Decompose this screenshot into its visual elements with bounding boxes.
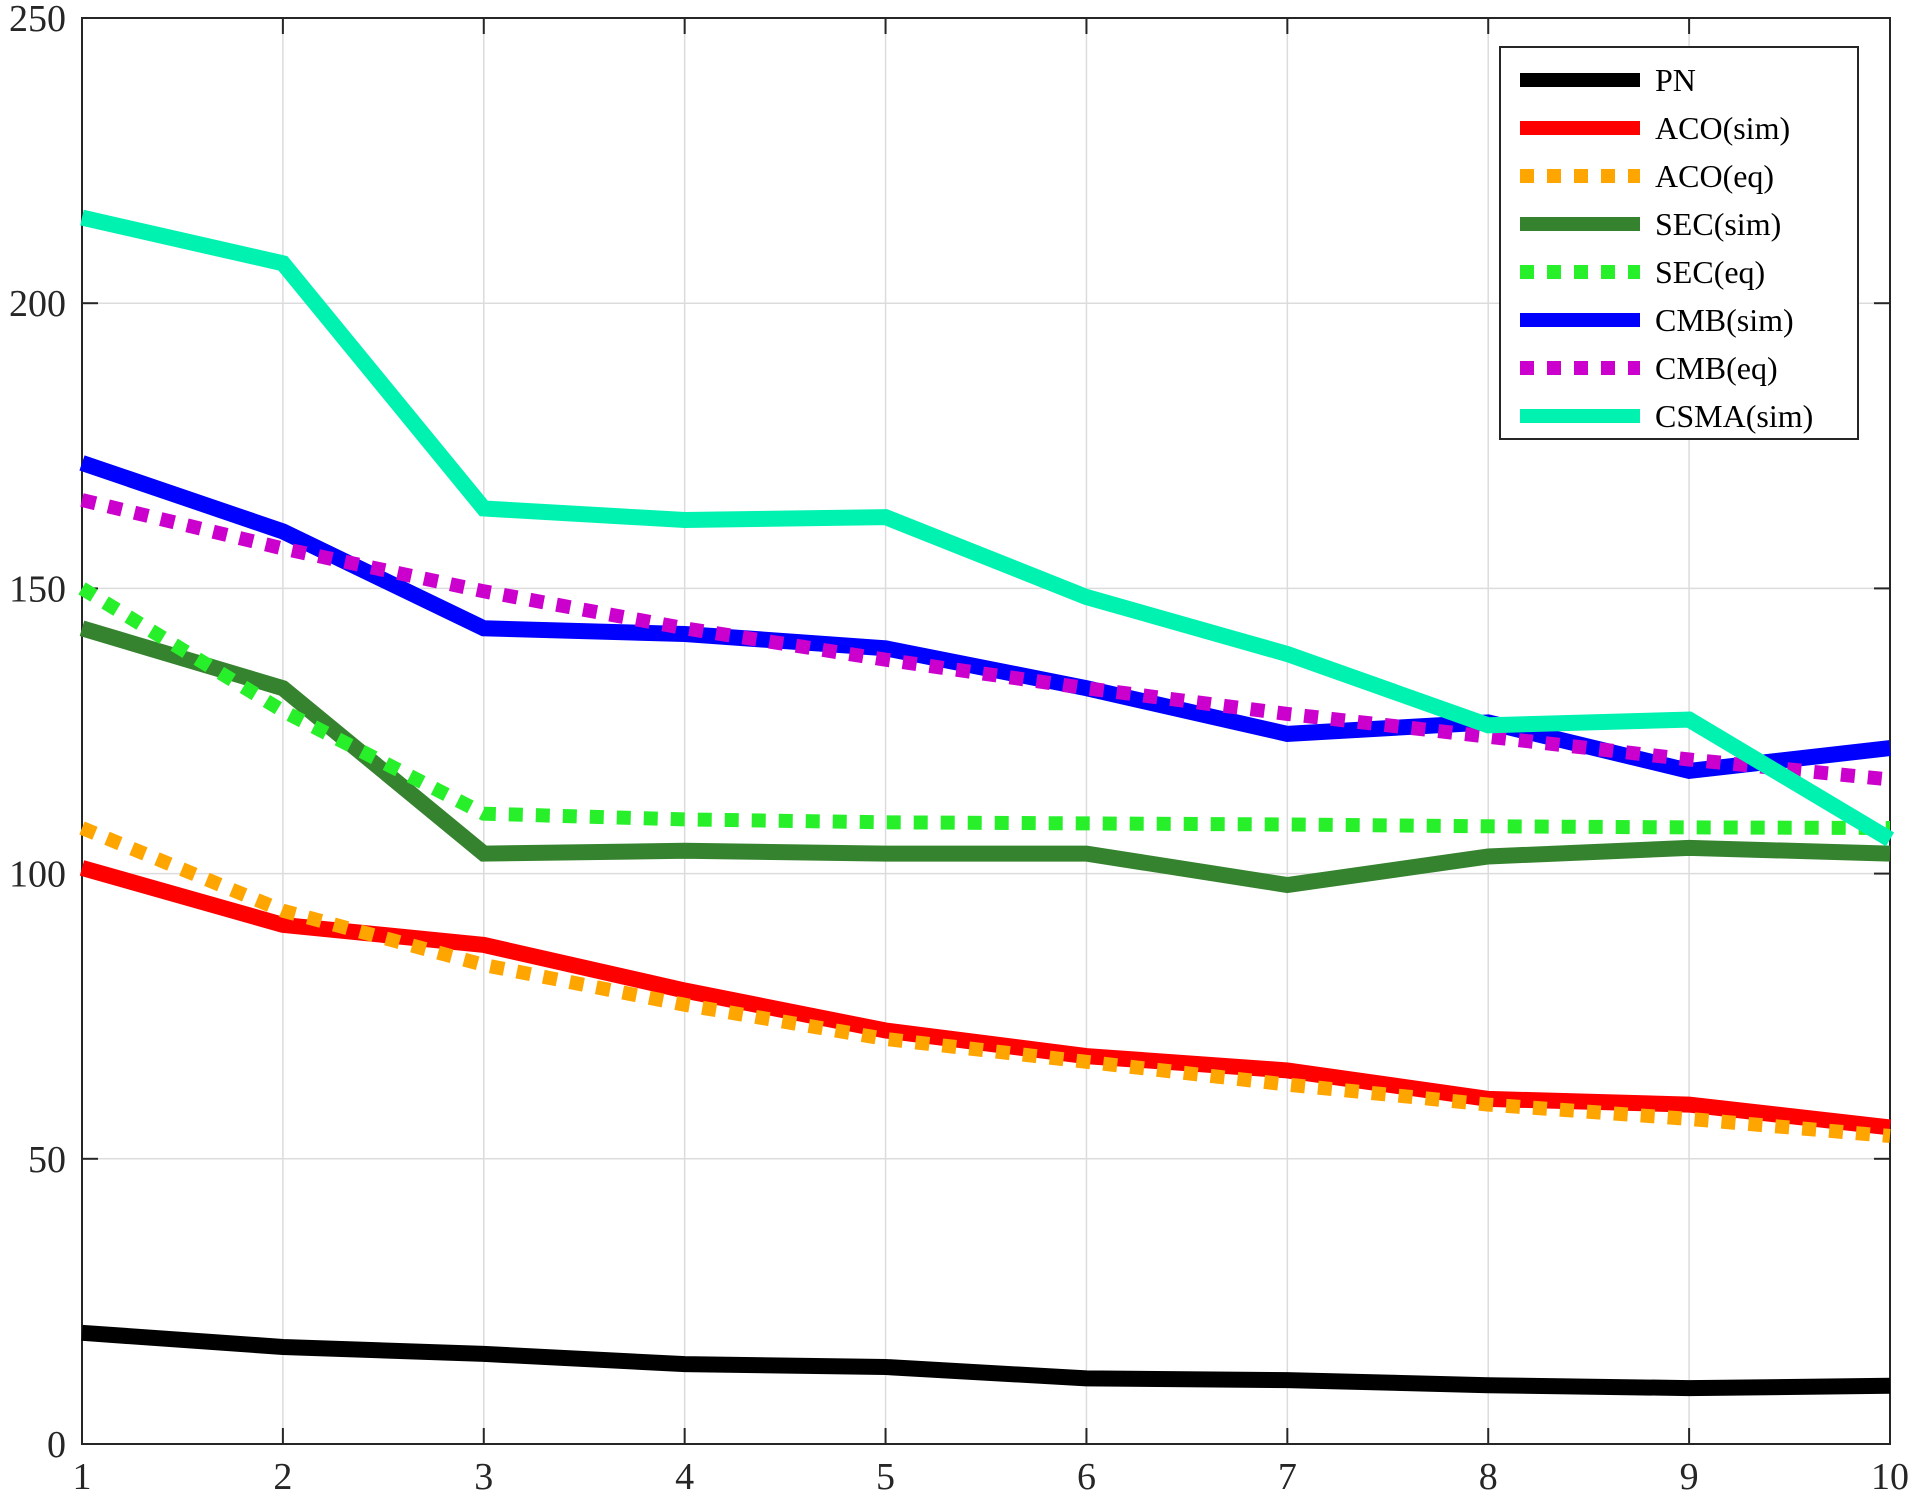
x-tick-label: 1: [73, 1456, 92, 1498]
legend-label: ACO(sim): [1655, 110, 1790, 146]
legend-label: ACO(eq): [1655, 158, 1774, 194]
series-line-csma-sim: [80, 209, 1895, 847]
series-line-sec-sim: [79, 620, 1891, 894]
y-tick-label: 200: [9, 283, 66, 325]
x-tick-label: 10: [1871, 1456, 1909, 1498]
y-tick-label: 100: [9, 854, 66, 896]
legend-label: SEC(sim): [1655, 206, 1781, 242]
y-tick-label: 250: [9, 0, 66, 40]
legend-label: PN: [1655, 62, 1696, 98]
legend-label: CMB(sim): [1655, 302, 1794, 338]
x-tick-label: 9: [1680, 1456, 1699, 1498]
x-tick-label: 3: [474, 1456, 493, 1498]
x-tick-label: 8: [1479, 1456, 1498, 1498]
y-tick-label: 150: [9, 568, 66, 610]
x-tick-label: 4: [675, 1456, 694, 1498]
legend-label: CMB(eq): [1655, 350, 1778, 386]
series-line-aco-sim: [79, 860, 1891, 1136]
legend-label: CSMA(sim): [1655, 398, 1813, 434]
legend: PN ACO(sim) ACO(eq) SEC(sim) SEC(eq) CMB(sim)…: [1499, 46, 1859, 440]
series-line-cmb-eq: [80, 493, 1891, 787]
x-tick-label: 5: [876, 1456, 895, 1498]
series-line-aco-eq: [79, 821, 1891, 1143]
series-group: [78, 209, 1895, 1397]
x-tick-label: 7: [1278, 1456, 1297, 1498]
y-tick-label: 0: [47, 1424, 66, 1466]
y-tick-label: 50: [28, 1139, 66, 1181]
legend-label: SEC(eq): [1655, 254, 1765, 290]
x-tick-label: 2: [273, 1456, 292, 1498]
x-tick-label: 6: [1077, 1456, 1096, 1498]
series-line-pn: [81, 1324, 1891, 1397]
plot-frame: [81, 17, 1891, 1445]
series-line-sec-eq: [78, 582, 1891, 835]
